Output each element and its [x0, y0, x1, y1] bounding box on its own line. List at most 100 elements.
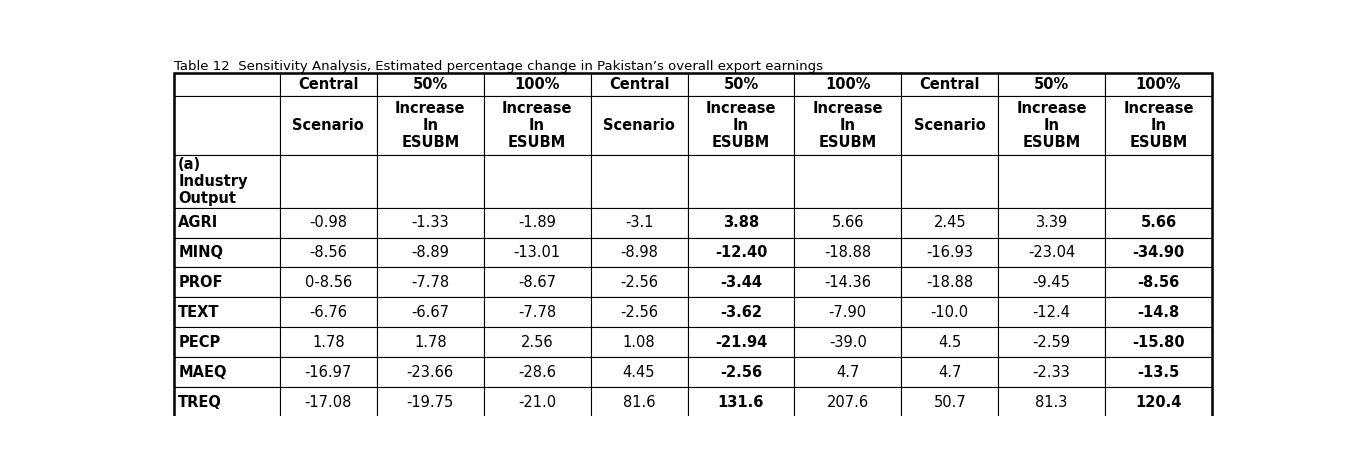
Bar	[998, 268, 1106, 297]
Bar	[1106, 327, 1212, 357]
Bar	[902, 96, 998, 156]
Bar	[590, 73, 687, 96]
Text: MINQ: MINQ	[178, 245, 223, 260]
Text: -19.75: -19.75	[406, 395, 454, 410]
Bar	[279, 327, 377, 357]
Text: 4.45: 4.45	[622, 365, 655, 380]
Bar	[377, 297, 483, 327]
Text: Scenario: Scenario	[603, 118, 675, 133]
Text: -16.93: -16.93	[926, 245, 973, 260]
Text: -28.6: -28.6	[518, 365, 556, 380]
Bar	[794, 387, 902, 417]
Bar	[794, 156, 902, 208]
Text: 0-8.56: 0-8.56	[305, 275, 352, 290]
Bar	[1106, 297, 1212, 327]
Bar	[483, 73, 590, 96]
Bar	[483, 208, 590, 238]
Text: 100%: 100%	[514, 77, 560, 92]
Text: 1.08: 1.08	[622, 335, 655, 350]
Bar	[794, 268, 902, 297]
Text: -13.01: -13.01	[513, 245, 560, 260]
Bar	[590, 297, 687, 327]
Text: 3.88: 3.88	[722, 215, 759, 230]
Bar	[590, 357, 687, 387]
Text: 207.6: 207.6	[826, 395, 869, 410]
Bar	[279, 268, 377, 297]
Bar	[998, 156, 1106, 208]
Text: PROF: PROF	[178, 275, 223, 290]
Bar	[687, 96, 794, 156]
Text: -23.04: -23.04	[1027, 245, 1075, 260]
Text: 1.78: 1.78	[414, 335, 447, 350]
Text: -6.67: -6.67	[412, 305, 450, 320]
Text: Increase
In
ESUBM: Increase In ESUBM	[502, 101, 572, 150]
Text: 2.45: 2.45	[933, 215, 967, 230]
Bar	[279, 387, 377, 417]
Text: TEXT: TEXT	[178, 305, 220, 320]
Bar	[687, 238, 794, 268]
Text: 50%: 50%	[724, 77, 759, 92]
Text: 3.39: 3.39	[1035, 215, 1068, 230]
Bar	[902, 73, 998, 96]
Text: -18.88: -18.88	[926, 275, 973, 290]
Text: 2.56: 2.56	[521, 335, 554, 350]
Text: 5.66: 5.66	[832, 215, 864, 230]
Bar	[377, 387, 483, 417]
Bar	[1106, 268, 1212, 297]
Text: 120.4: 120.4	[1135, 395, 1181, 410]
Text: Table 12  Sensitivity Analysis, Estimated percentage change in Pakistan’s overal: Table 12 Sensitivity Analysis, Estimated…	[174, 60, 824, 73]
Text: Increase
In
ESUBM: Increase In ESUBM	[813, 101, 883, 150]
Bar	[377, 238, 483, 268]
Text: -34.90: -34.90	[1133, 245, 1184, 260]
Bar	[687, 357, 794, 387]
Bar	[1106, 238, 1212, 268]
Bar	[998, 96, 1106, 156]
Text: PECP: PECP	[178, 335, 220, 350]
Text: -17.08: -17.08	[305, 395, 352, 410]
Bar	[377, 208, 483, 238]
Bar	[687, 387, 794, 417]
Text: Increase
In
ESUBM: Increase In ESUBM	[396, 101, 466, 150]
Text: -2.33: -2.33	[1033, 365, 1071, 380]
Bar	[483, 96, 590, 156]
Bar	[483, 357, 590, 387]
Text: -7.78: -7.78	[518, 305, 556, 320]
Text: -2.56: -2.56	[620, 275, 657, 290]
Bar	[590, 327, 687, 357]
Bar	[902, 268, 998, 297]
Bar	[794, 327, 902, 357]
Text: 1.78: 1.78	[312, 335, 344, 350]
Text: 4.7: 4.7	[836, 365, 860, 380]
Bar	[1106, 387, 1212, 417]
Text: 50.7: 50.7	[933, 395, 967, 410]
Text: -6.76: -6.76	[309, 305, 347, 320]
Bar	[279, 238, 377, 268]
Bar	[902, 297, 998, 327]
Text: 50%: 50%	[413, 77, 448, 92]
Text: -3.44: -3.44	[720, 275, 761, 290]
Bar	[687, 73, 794, 96]
Bar	[902, 208, 998, 238]
Text: 100%: 100%	[825, 77, 871, 92]
Bar	[998, 357, 1106, 387]
Text: 81.3: 81.3	[1035, 395, 1068, 410]
Text: TREQ: TREQ	[178, 395, 221, 410]
Bar	[998, 73, 1106, 96]
Bar	[998, 297, 1106, 327]
Bar	[998, 238, 1106, 268]
Text: 100%: 100%	[1135, 77, 1181, 92]
Text: -23.66: -23.66	[406, 365, 454, 380]
Text: -10.0: -10.0	[930, 305, 969, 320]
Text: -1.89: -1.89	[518, 215, 556, 230]
Bar	[483, 387, 590, 417]
Bar	[1106, 73, 1212, 96]
Bar	[279, 96, 377, 156]
Bar	[279, 357, 377, 387]
Bar	[590, 208, 687, 238]
Text: -14.36: -14.36	[825, 275, 871, 290]
Bar	[902, 387, 998, 417]
Text: MAEQ: MAEQ	[178, 365, 227, 380]
Bar	[902, 156, 998, 208]
Text: Central: Central	[298, 77, 359, 92]
Bar	[174, 73, 279, 96]
